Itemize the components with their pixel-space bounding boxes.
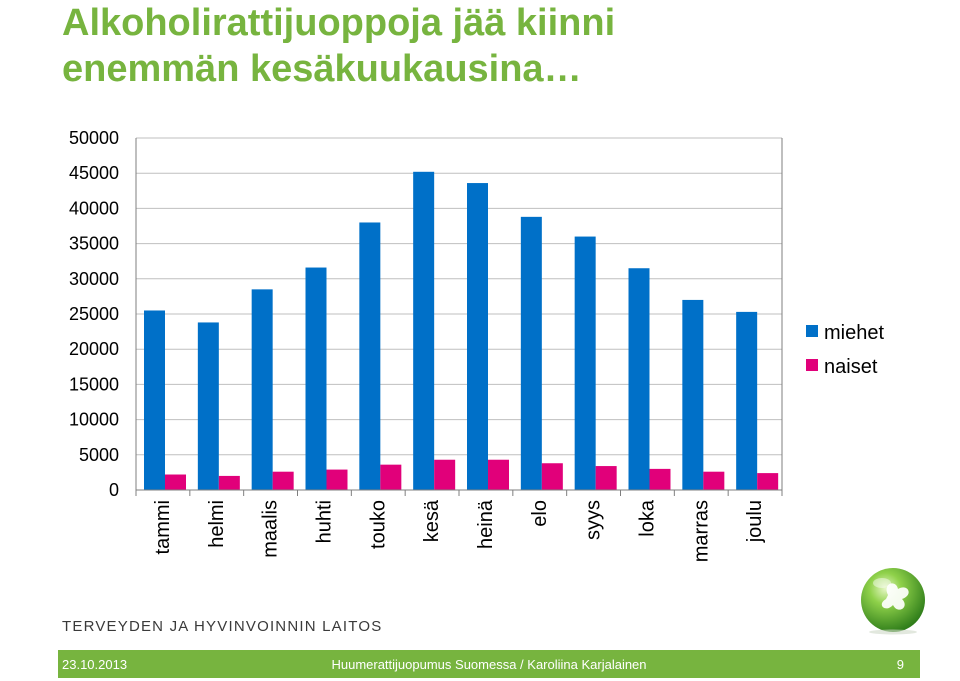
bar-naiset-kesä — [434, 459, 456, 490]
x-category-label: marras — [690, 500, 712, 562]
x-category-label: joulu — [744, 500, 766, 543]
x-category-label: tammi — [152, 500, 174, 554]
bar-miehet-loka — [628, 268, 650, 490]
bar-chart: 0 5000 10000 15000 20000 25000 30000 35000 40000… — [69, 128, 885, 562]
bar-naiset-syys — [595, 466, 617, 490]
chart-gridlines — [136, 137, 782, 456]
chart-bars — [144, 171, 779, 491]
leaf-globe-icon — [861, 568, 925, 635]
bar-miehet-tammi — [144, 310, 165, 490]
x-category-label: huhti — [313, 500, 335, 543]
x-category-label: touko — [367, 500, 389, 549]
bar-miehet-marras — [682, 299, 704, 490]
bar-naiset-tammi — [165, 474, 186, 490]
bar-miehet-huhti — [305, 267, 327, 490]
bar-naiset-maalis — [272, 471, 294, 490]
y-tick-label: 50000 — [69, 128, 119, 148]
bar-naiset-loka — [649, 468, 671, 490]
footer-presentation-info: Huumerattijuopumus Suomessa / Karoliina … — [331, 657, 647, 672]
bar-naiset-joulu — [757, 473, 779, 490]
y-tick-label: 35000 — [69, 234, 119, 254]
x-axis-labels: tammi helmi maalis huhti touko kesä heinä elo sy… — [152, 499, 766, 562]
x-category-label: maalis — [260, 500, 282, 558]
legend-swatch-miehet — [806, 325, 818, 337]
x-category-label: heinä — [475, 499, 497, 549]
footer-bar: 23.10.2013 Huumerattijuopumus Suomessa /… — [58, 650, 920, 678]
x-category-label: loka — [636, 499, 658, 537]
slide-title: Alkoholirattijuoppoja jää kiinni enemmän… — [62, 0, 922, 92]
y-tick-label: 40000 — [69, 198, 119, 218]
y-tick-label: 0 — [109, 480, 119, 500]
legend-label-naiset: naiset — [824, 356, 878, 378]
x-category-label: elo — [529, 500, 551, 527]
bar-miehet-heinä — [467, 183, 488, 490]
organization-logo-text: TERVEYDEN JA HYVINVOINNIN LAITOS — [62, 618, 383, 635]
x-category-label: syys — [583, 500, 605, 540]
bar-naiset-helmi — [218, 475, 240, 490]
bar-miehet-syys — [574, 236, 596, 490]
chart-axes — [135, 138, 783, 496]
bar-naiset-touko — [380, 464, 402, 490]
footer-date: 23.10.2013 — [62, 657, 128, 672]
chart-legend: miehet naiset — [806, 322, 884, 378]
y-tick-label: 45000 — [69, 163, 119, 183]
bar-miehet-kesä — [413, 171, 435, 491]
legend-label-miehet: miehet — [824, 322, 884, 344]
y-tick-label: 20000 — [69, 339, 119, 359]
bar-miehet-touko — [359, 222, 381, 491]
bar-miehet-elo — [520, 216, 542, 490]
bar-miehet-joulu — [736, 311, 758, 490]
bar-naiset-huhti — [326, 469, 348, 490]
x-category-label: kesä — [421, 499, 443, 542]
y-axis-ticks: 0 5000 10000 15000 20000 25000 30000 35000 40000… — [69, 128, 119, 500]
slide-title-line1: Alkoholirattijuoppoja jää kiinni — [62, 2, 616, 44]
bar-miehet-maalis — [251, 289, 273, 490]
y-tick-label: 15000 — [69, 374, 119, 394]
bar-naiset-heinä — [488, 459, 509, 490]
y-tick-label: 5000 — [79, 445, 119, 465]
footer-page-number: 9 — [896, 657, 904, 672]
y-tick-label: 25000 — [69, 304, 119, 324]
bar-miehet-helmi — [197, 322, 219, 490]
legend-swatch-naiset — [806, 359, 818, 371]
y-tick-label: 30000 — [69, 269, 119, 289]
x-category-label: helmi — [206, 500, 228, 548]
bar-naiset-elo — [541, 463, 563, 490]
slide-title-line2: enemmän kesäkuukausina… — [62, 48, 582, 90]
y-tick-label: 10000 — [69, 410, 119, 430]
bar-naiset-marras — [703, 471, 725, 490]
